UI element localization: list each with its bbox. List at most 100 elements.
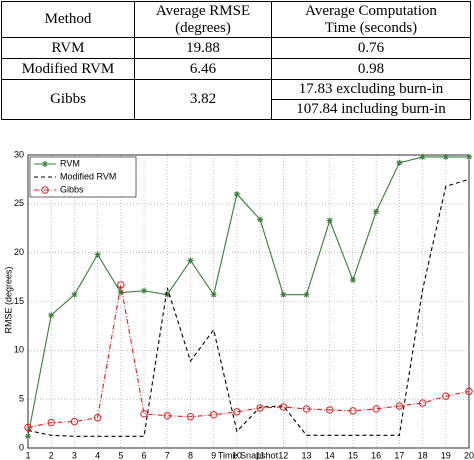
chart: Time Snapshot RMSE (degrees) 05101520253… <box>3 149 474 460</box>
marker <box>42 161 48 167</box>
x-tick-label: 2 <box>49 450 54 460</box>
marker <box>442 392 450 400</box>
marker <box>48 312 55 319</box>
marker <box>326 217 333 224</box>
marker-stroke <box>211 292 217 298</box>
plot-frame <box>27 154 470 449</box>
x-tick-label: 15 <box>348 450 358 460</box>
legend-label: Gibbs <box>60 184 84 194</box>
header-text: Method <box>44 11 92 27</box>
x-tick-label: 13 <box>302 450 312 460</box>
cell: 3.82 <box>134 79 272 120</box>
marker <box>280 291 287 298</box>
x-tick-label: 16 <box>371 450 381 460</box>
cell: 0.98 <box>271 58 471 80</box>
marker <box>93 414 102 422</box>
legend-label: RVM <box>60 158 80 168</box>
legend-label: Modified RVM <box>60 171 116 181</box>
cell: 0.76 <box>271 37 471 59</box>
marker <box>396 159 403 166</box>
marker <box>279 403 288 411</box>
y-tick-label: 20 <box>14 247 24 257</box>
cell-line: 107.84 including burn-in <box>272 99 470 119</box>
header-text: Time (seconds) <box>324 19 418 36</box>
marker-stroke <box>327 217 333 223</box>
marker-stroke <box>280 292 286 298</box>
marker <box>209 411 218 419</box>
x-tick-label: 4 <box>95 450 100 460</box>
marker <box>257 216 264 223</box>
header-cell: Average Computation Time (seconds) <box>271 1 471 38</box>
y-tick-label: 5 <box>19 394 24 404</box>
marker <box>442 153 449 160</box>
series-line <box>27 156 469 437</box>
header-text: (degrees) <box>175 19 231 36</box>
marker <box>418 399 427 407</box>
marker <box>71 291 78 298</box>
marker-stroke <box>303 292 310 298</box>
cell-line: 17.83 excluding burn-in <box>298 81 444 97</box>
marker-stroke <box>234 191 240 197</box>
header-text: Average Computation <box>305 2 437 19</box>
x-tick-label: 9 <box>211 450 216 460</box>
marker <box>25 433 31 440</box>
marker <box>302 405 311 413</box>
x-tick-label: 7 <box>165 450 170 460</box>
x-tick-label: 8 <box>188 450 193 460</box>
marker-stroke <box>141 288 147 294</box>
x-tick-label: 12 <box>278 450 288 460</box>
x-axis-label: Time Snapshot <box>218 450 279 460</box>
row: RVM 19.88 0.76 <box>1 37 471 59</box>
marker <box>117 281 125 289</box>
marker-stroke <box>187 257 194 264</box>
marker-stroke <box>71 292 77 298</box>
marker <box>372 405 380 413</box>
y-tick-label: 10 <box>14 345 24 355</box>
marker <box>233 408 241 416</box>
marker-stroke <box>443 154 449 160</box>
marker <box>94 251 101 258</box>
legend: RVM Modified RVM Gibbs <box>29 156 137 198</box>
marker-stroke <box>396 160 402 166</box>
series-line <box>27 178 470 437</box>
marker <box>140 410 148 418</box>
marker <box>210 291 217 298</box>
y-axis-label: RMSE (degrees) <box>3 266 13 333</box>
cell: 6.46 <box>134 58 272 80</box>
x-tick-label: 10 <box>232 450 242 460</box>
marker-stroke <box>164 292 170 298</box>
x-tick-label: 14 <box>325 450 335 460</box>
results-table: Method Average RMSE (degrees) Average Com… <box>1 1 471 120</box>
marker <box>186 413 195 421</box>
x-tick-label: 5 <box>118 450 123 460</box>
x-tick-label: 17 <box>394 450 404 460</box>
y-tick-label: 0 <box>19 442 24 452</box>
x-tick-label: 3 <box>72 450 77 460</box>
marker-stroke <box>373 209 379 215</box>
marker <box>349 277 356 284</box>
marker-stroke <box>42 161 48 167</box>
marker <box>41 186 49 194</box>
marker <box>349 407 357 415</box>
marker <box>117 289 124 296</box>
row: Modified RVM 6.46 0.98 <box>1 58 471 80</box>
x-tick-label: 20 <box>464 450 474 460</box>
y-tick-label: 25 <box>14 198 24 208</box>
marker-stroke <box>350 277 356 283</box>
marker-stroke <box>257 216 263 223</box>
marker <box>70 417 79 426</box>
marker <box>465 387 473 396</box>
marker <box>373 208 380 215</box>
cell: 17.83 excluding burn-in 107.84 including … <box>271 79 471 120</box>
series-line <box>27 284 470 429</box>
marker-stroke <box>420 154 426 160</box>
marker <box>233 191 240 198</box>
marker <box>303 291 310 298</box>
x-tick-label: 11 <box>255 450 264 460</box>
x-tick-label: 18 <box>418 450 428 460</box>
cell: 19.88 <box>134 37 272 59</box>
marker <box>47 418 55 427</box>
header-row: Method Average RMSE (degrees) Average Com… <box>1 1 471 38</box>
marker <box>419 153 426 160</box>
